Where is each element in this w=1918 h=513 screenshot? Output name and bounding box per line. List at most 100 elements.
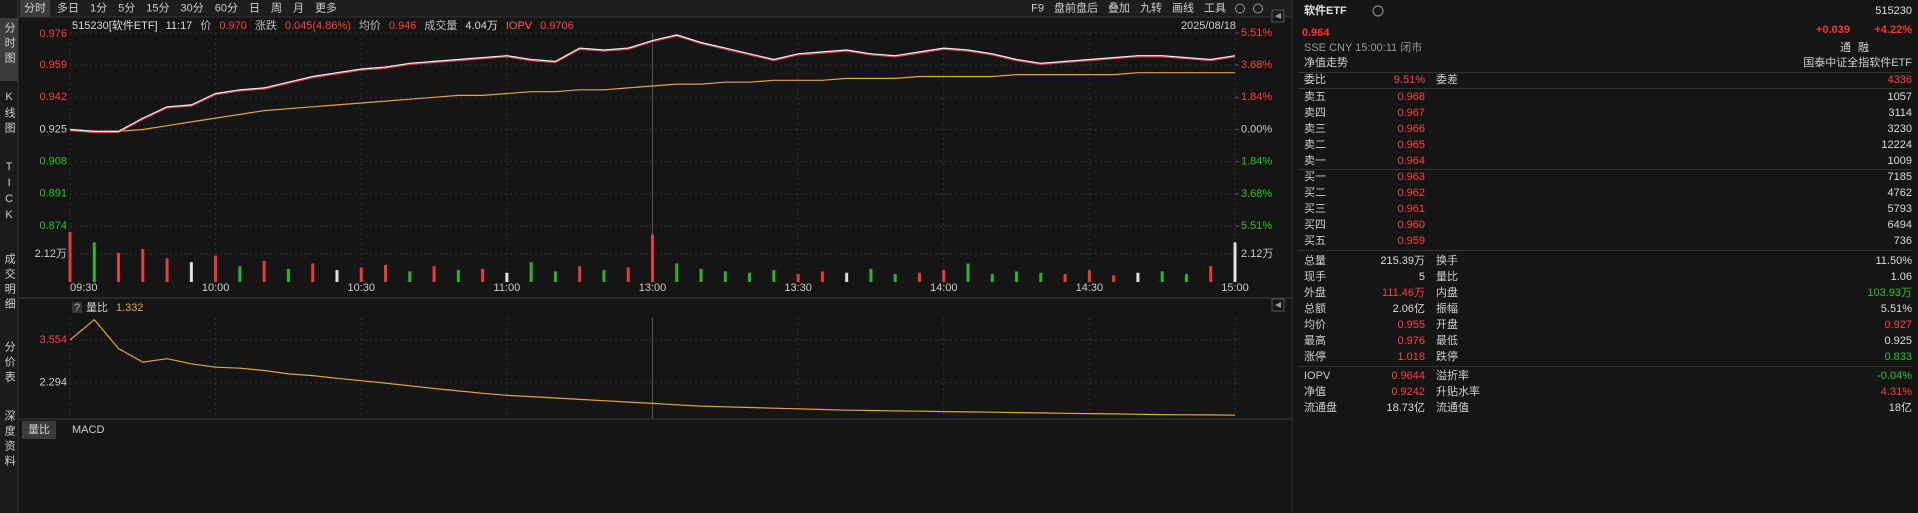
period-tab[interactable]: 1分: [90, 1, 107, 14]
period-tab[interactable]: 分时: [24, 1, 46, 14]
tool-button[interactable]: 九转: [1140, 0, 1162, 14]
nav-value: 4.31%: [1881, 386, 1912, 398]
volume-bar: [990, 274, 994, 282]
side-tab[interactable]: 分时图: [3, 22, 16, 67]
period-tab[interactable]: 月: [293, 2, 304, 14]
book-label: 买三: [1304, 202, 1326, 215]
book-label: 卖二: [1304, 138, 1326, 151]
period-tab[interactable]: 30分: [181, 1, 204, 14]
info-item: 11:17: [166, 20, 193, 32]
volume-bar: [384, 264, 388, 282]
y-tick-label: 2.12万: [1241, 248, 1273, 260]
tool-button[interactable]: 叠加: [1108, 1, 1130, 14]
x-tick-label: 15:00: [1221, 282, 1249, 294]
price-change: +0.039: [1816, 24, 1850, 36]
period-tab[interactable]: 15分: [146, 1, 169, 14]
tool-icon[interactable]: [1253, 3, 1263, 14]
book-volume: 12224: [1881, 139, 1912, 151]
stat-value: 0.925: [1884, 335, 1912, 347]
book-price: 0.960: [1397, 219, 1425, 231]
x-tick-label: 13:00: [639, 282, 667, 294]
period-tab[interactable]: 多日: [57, 0, 79, 14]
toolbar-bg: [0, 0, 1292, 17]
stat-label: 内盘: [1436, 285, 1458, 299]
volume-bar: [92, 242, 96, 282]
volume-bar: [214, 255, 218, 282]
nav-value: 0.9644: [1391, 370, 1425, 382]
nav-value: 0.9242: [1391, 386, 1425, 398]
stat-value: 0.927: [1884, 319, 1912, 331]
volume-bar: [335, 270, 339, 282]
indicator-tab[interactable]: 量比: [28, 423, 50, 436]
badge: 融: [1858, 41, 1869, 54]
tool-button[interactable]: 工具: [1204, 1, 1226, 14]
info-item: 成交量: [424, 18, 457, 32]
tool-button[interactable]: 盘前盘后: [1054, 0, 1098, 14]
stat-value: 1.06: [1891, 271, 1912, 283]
nav-tab[interactable]: 净值走势: [1304, 55, 1348, 69]
nav-label: IOPV: [1304, 370, 1331, 382]
stock-code: 515230: [1875, 5, 1912, 17]
quote-separator: [1298, 169, 1912, 170]
stock-name: 软件ETF: [1304, 3, 1347, 17]
tool-button[interactable]: 画线: [1172, 0, 1194, 14]
price-pct: +4.22%: [1874, 24, 1912, 36]
book-volume: 3114: [1888, 107, 1912, 119]
book-label: 卖一: [1304, 154, 1326, 167]
side-tab[interactable]: 深度资料: [3, 410, 16, 470]
side-tab[interactable]: TICK: [3, 161, 15, 225]
book-price: 0.963: [1397, 171, 1425, 183]
period-tab[interactable]: 60分: [215, 1, 238, 14]
series-line: [69, 318, 1236, 416]
book-label: 卖三: [1304, 122, 1326, 135]
x-tick-label: 10:30: [347, 282, 375, 294]
book-price: 0.966: [1397, 123, 1425, 135]
indicator-tab[interactable]: MACD: [72, 424, 104, 436]
quote-meta: SSE CNY 15:00:11 闭市: [1304, 40, 1422, 54]
volume-bar: [408, 271, 412, 282]
nav-value: 18亿: [1889, 401, 1912, 414]
info-date: 2025/08/18: [1181, 20, 1236, 32]
arrow-icon: [1275, 302, 1281, 308]
period-tab[interactable]: 周: [271, 1, 282, 14]
period-tab[interactable]: 5分: [118, 1, 135, 14]
book-price: 0.964: [1397, 155, 1425, 167]
order-ratio-value: 4336: [1888, 74, 1912, 86]
side-tab[interactable]: K线图: [3, 91, 16, 137]
side-tab[interactable]: 成交明细: [3, 253, 16, 313]
book-volume: 4762: [1888, 187, 1912, 199]
collapse-button[interactable]: [1271, 9, 1285, 23]
nav-label: 流通值: [1436, 400, 1469, 414]
nav-value: -0.04%: [1877, 370, 1912, 382]
tool-icon[interactable]: [1235, 3, 1245, 14]
help-icon[interactable]: [72, 302, 82, 313]
info-icon[interactable]: [1372, 5, 1384, 17]
volume-bar: [699, 268, 703, 282]
y-tick-label: 0.976: [39, 28, 67, 40]
active-tab: [0, 18, 18, 81]
side-tab[interactable]: 分价表: [3, 341, 16, 386]
collapse-button[interactable]: [1271, 298, 1285, 312]
active-tab: [20, 0, 50, 17]
period-tab[interactable]: 日: [249, 2, 260, 14]
volume-bar: [311, 263, 315, 282]
stat-value: 111.46万: [1382, 287, 1425, 299]
book-price: 0.968: [1397, 91, 1425, 103]
book-label: 买四: [1304, 218, 1326, 231]
info-item: 0.9706: [540, 20, 574, 32]
stat-value: 0.976: [1397, 335, 1425, 347]
volume-bar: [238, 266, 242, 282]
info-item: 0.970: [219, 20, 247, 32]
volume-bar: [869, 268, 873, 282]
y-tick-label: 0.942: [39, 91, 67, 103]
indicator-name: 量比: [86, 301, 108, 314]
tool-button[interactable]: F9: [1031, 2, 1044, 14]
book-volume: 3230: [1888, 123, 1912, 135]
y2-tick-label: 3.68%: [1241, 59, 1272, 71]
volume-bar: [796, 274, 800, 282]
y-tick-label: 2.294: [39, 377, 67, 389]
x-tick-label: 14:00: [930, 282, 958, 294]
period-tab[interactable]: 更多: [315, 0, 337, 14]
last-price: 0.964: [1302, 27, 1330, 39]
